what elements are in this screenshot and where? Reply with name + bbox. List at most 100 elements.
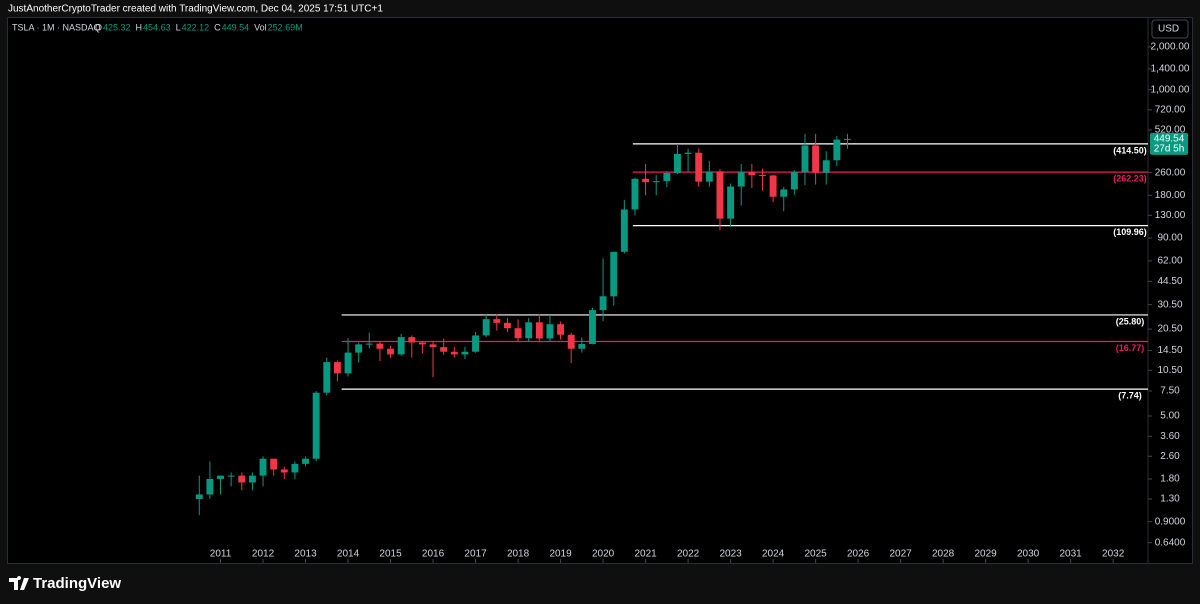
candle-body [376, 343, 384, 349]
level-label: (414.50) [1113, 145, 1147, 155]
currency[interactable]: USD [1158, 24, 1179, 35]
x-tick-label: 2014 [337, 549, 360, 560]
candle-body [270, 458, 278, 470]
symbol: TSLA · 1M · NASDAQ [12, 22, 101, 32]
brand-logo [9, 576, 29, 590]
y-tick-label: 5.00 [1160, 411, 1180, 422]
candle-body [769, 175, 777, 197]
candle-body [514, 328, 522, 339]
x-tick-label: 2031 [1060, 549, 1083, 560]
candle-body [291, 463, 299, 473]
candle-body [705, 171, 713, 182]
y-tick-label: 30.50 [1157, 299, 1182, 310]
x-tick-label: 2027 [889, 549, 912, 560]
currency-button[interactable] [1151, 19, 1189, 39]
ohlc-value: 252.69M [268, 22, 303, 32]
x-tick-label: 2018 [507, 549, 530, 560]
y-tick-label: 10.50 [1157, 365, 1182, 376]
candle-body [450, 351, 458, 355]
y-tick-label: 1.30 [1160, 494, 1180, 505]
candle-body [844, 138, 851, 140]
ohlc-label: O [95, 22, 102, 32]
candle-body [535, 322, 543, 339]
y-tick-label: 0.6400 [1155, 537, 1186, 548]
candle-body [280, 469, 288, 473]
ohlc-label: C [214, 22, 221, 32]
y-tick-label: 0.9000 [1155, 516, 1186, 527]
candle-body [727, 186, 735, 219]
candle-body [408, 337, 416, 343]
x-tick-label: 2012 [252, 549, 275, 560]
x-tick-label: 2020 [592, 549, 615, 560]
y-tick-label: 2.60 [1160, 451, 1180, 462]
y-tick-label: 1.80 [1160, 474, 1180, 485]
x-tick-label: 2016 [422, 549, 445, 560]
x-tick-label: 2030 [1017, 549, 1040, 560]
x-tick-label: 2017 [464, 549, 487, 560]
candle-body [238, 475, 246, 483]
candle-body [217, 475, 224, 479]
x-tick-label: 2024 [762, 549, 785, 560]
candle-body [737, 172, 745, 187]
candle-body [365, 343, 373, 345]
level-label: (262.23) [1113, 173, 1147, 183]
y-tick-label: 44.50 [1157, 276, 1182, 287]
ohlc-label: H [136, 22, 143, 32]
candle-body [652, 181, 660, 183]
candle-body [663, 172, 671, 182]
x-tick-label: 2023 [719, 549, 742, 560]
x-tick-label: 2021 [634, 549, 657, 560]
y-tick-label: 90.00 [1157, 233, 1182, 244]
y-tick-label: 62.00 [1157, 256, 1182, 267]
candle-body [259, 458, 267, 476]
y-tick-label: 20.50 [1157, 324, 1182, 335]
candle-body [567, 334, 575, 349]
candle-body [503, 322, 511, 329]
y-tick-label: 1,000.00 [1151, 84, 1190, 95]
x-tick-label: 2026 [847, 549, 870, 560]
candle-body [695, 152, 703, 182]
candle-body [684, 152, 692, 154]
candle-body [833, 139, 841, 161]
candle-body [620, 209, 628, 252]
level-label: (25.80) [1116, 316, 1145, 326]
y-tick-label: 14.50 [1157, 345, 1182, 356]
candle-body [472, 335, 480, 352]
candle-body [748, 172, 756, 175]
candle-body [631, 178, 639, 210]
candle-body [206, 478, 214, 495]
candle-body [546, 324, 554, 339]
y-tick-label: 180.00 [1155, 190, 1186, 201]
candle-body [227, 475, 235, 477]
candle-body [557, 324, 565, 335]
candle-body [482, 319, 490, 336]
candle-body [525, 322, 533, 339]
ohlc-label: L [176, 22, 181, 32]
y-tick-label: 520.00 [1155, 125, 1186, 136]
x-tick-label: 2013 [294, 549, 317, 560]
candle-body [801, 145, 809, 173]
x-tick-label: 2015 [379, 549, 402, 560]
y-tick-label: 720.00 [1155, 105, 1186, 116]
candle-body [642, 178, 650, 183]
y-tick-label: 1,400.00 [1151, 64, 1190, 75]
attribution: JustAnotherCryptoTrader created with Tra… [8, 4, 383, 15]
candle-body [790, 172, 798, 190]
candle-body [578, 343, 586, 349]
candle-body [822, 160, 830, 173]
candle-body [440, 347, 448, 352]
candle-body [599, 296, 607, 311]
candle-body [610, 251, 618, 297]
candle-body [493, 319, 501, 323]
candle-body [812, 145, 820, 173]
ohlc-value: 454.63 [143, 22, 171, 32]
x-tick-label: 2032 [1102, 549, 1125, 560]
ohlc-value: 425.32 [103, 22, 131, 32]
candle-body [674, 153, 681, 173]
brand: TradingView [33, 575, 121, 592]
candle-body [588, 310, 596, 344]
candle-body [355, 344, 363, 353]
x-tick-label: 2028 [932, 549, 955, 560]
candle-body [716, 171, 724, 219]
candle-body [195, 494, 203, 500]
